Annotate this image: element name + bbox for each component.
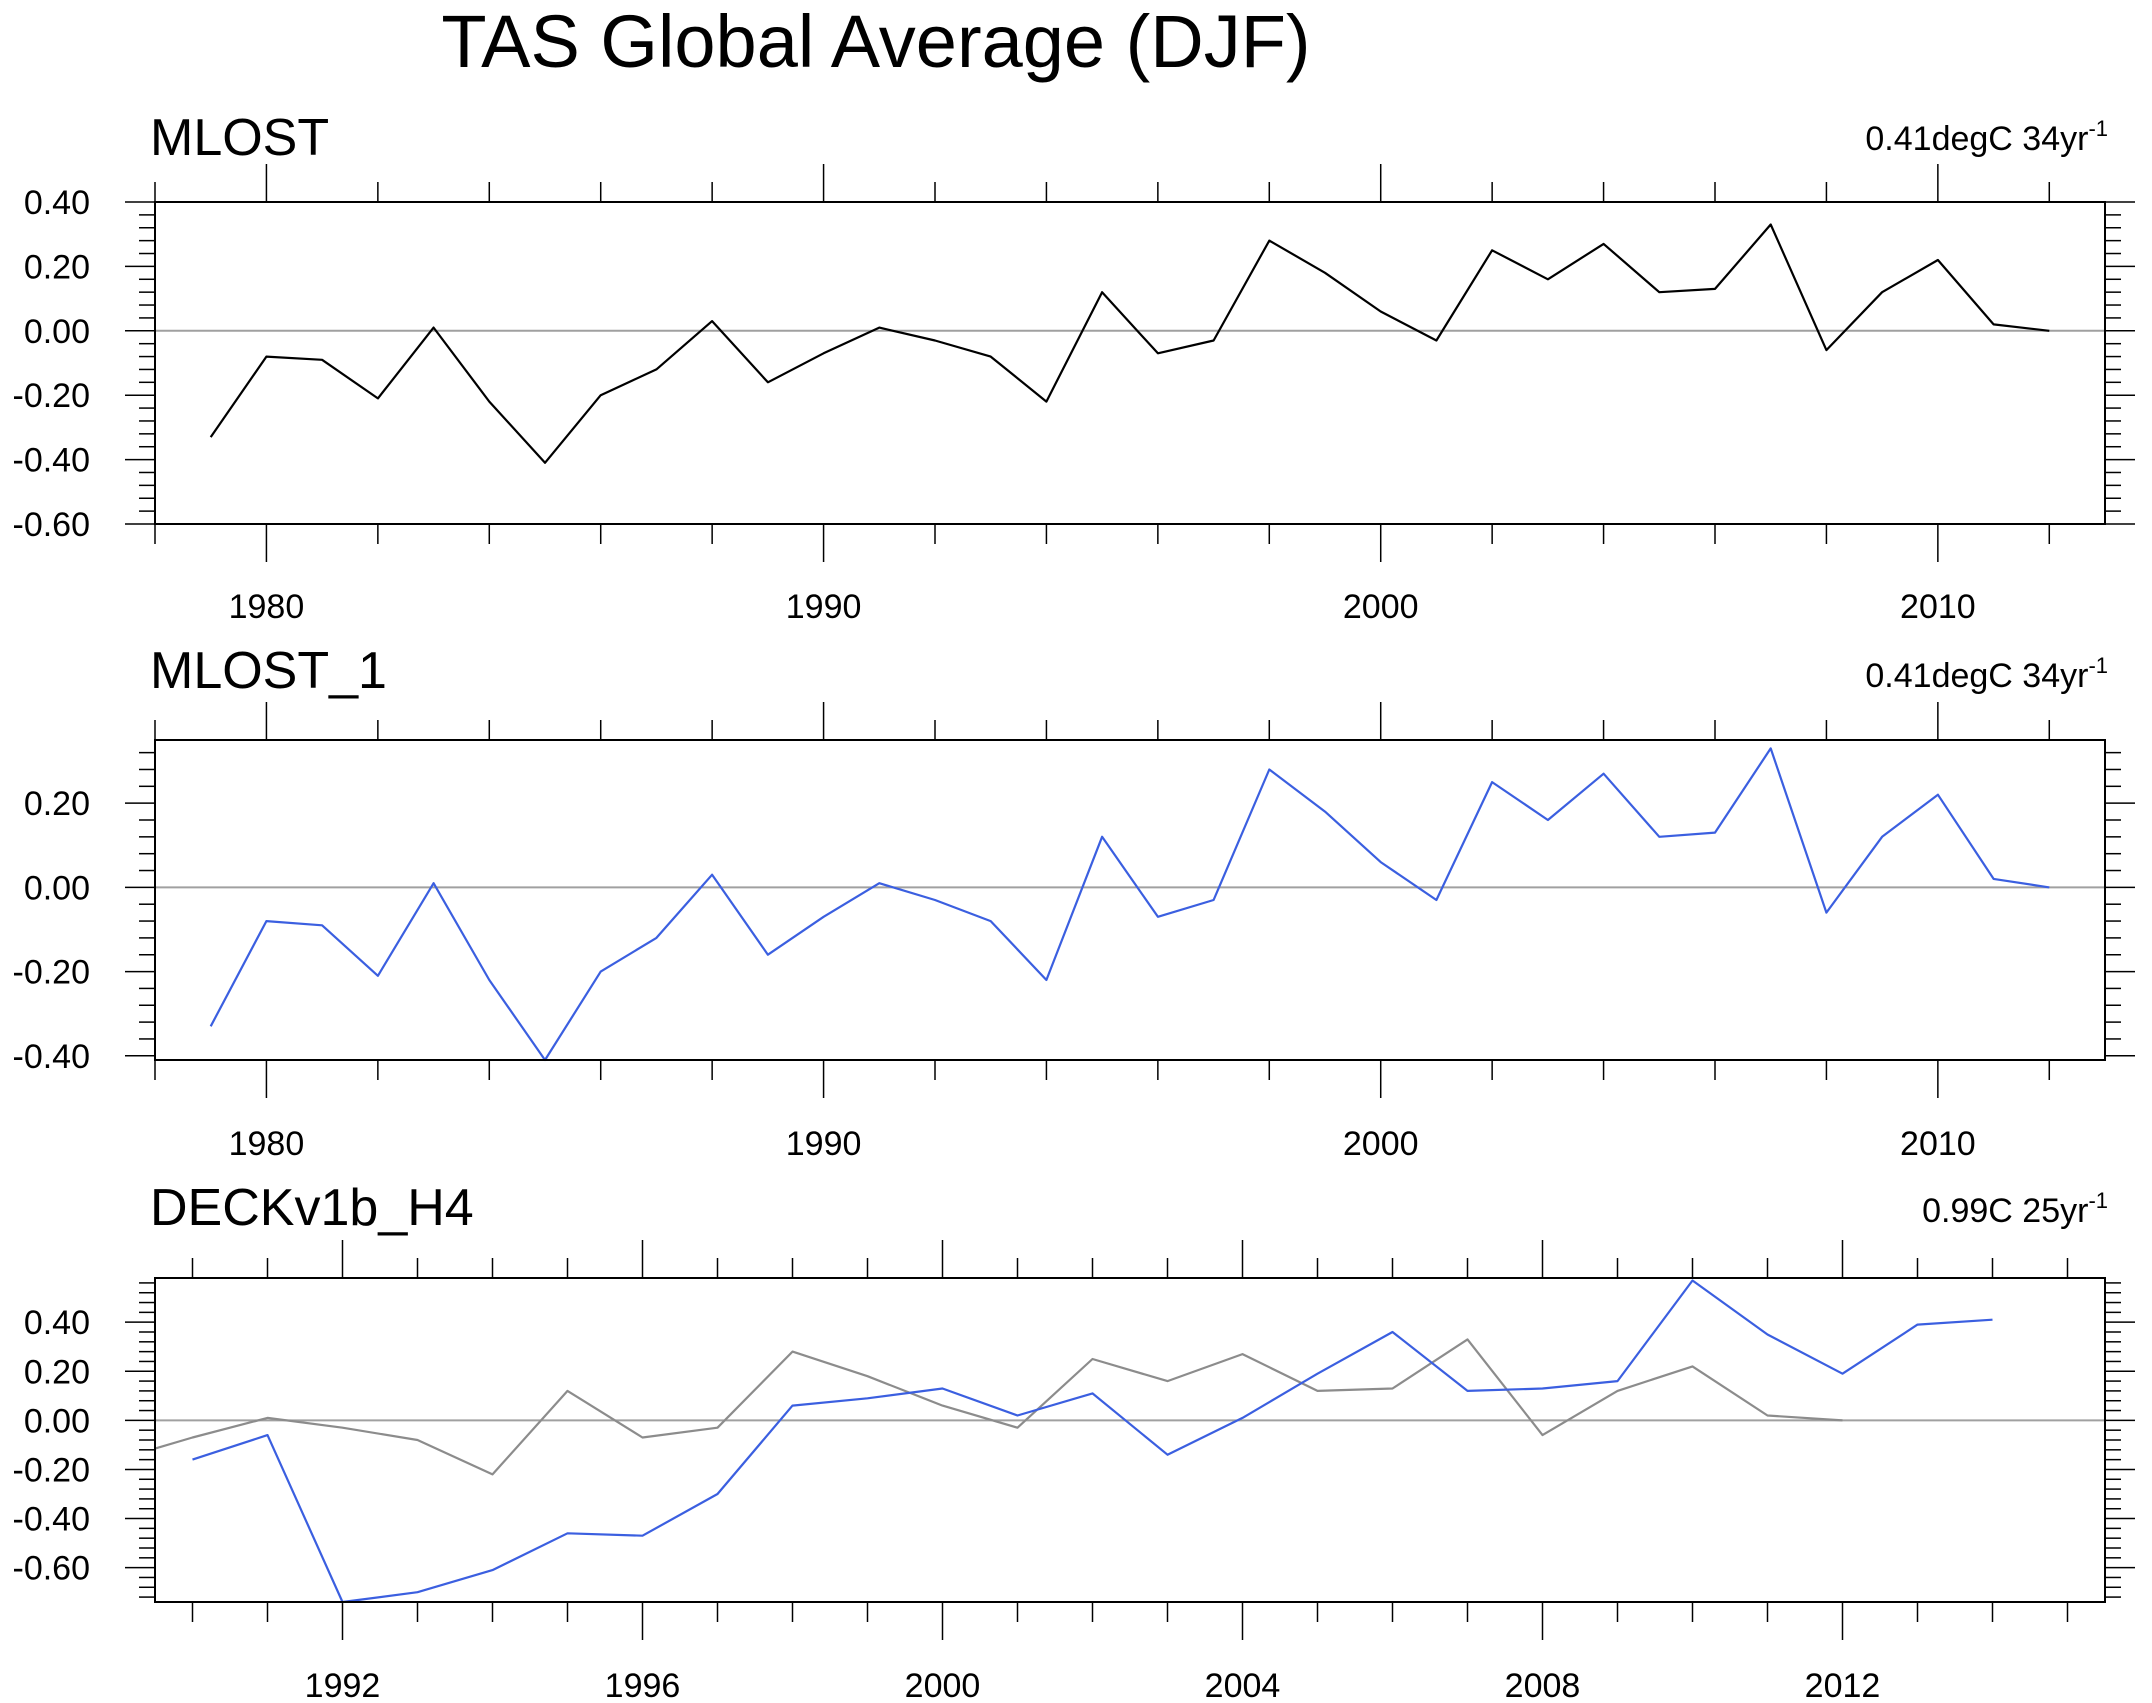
panel-trend-info: 0.41degC 34yr-1 bbox=[1865, 116, 2108, 158]
x-tick-label: 2000 bbox=[1343, 1125, 1419, 1163]
x-tick-label: 2008 bbox=[1505, 1667, 1581, 1703]
y-tick-label: -0.60 bbox=[13, 506, 91, 544]
panel-trend-info: 0.99C 25yr-1 bbox=[1922, 1188, 2108, 1230]
x-tick-label: 2012 bbox=[1805, 1667, 1881, 1703]
series-line-deckv1b-h4 bbox=[192, 1279, 1993, 1604]
x-tick-label: 2000 bbox=[905, 1667, 981, 1703]
x-tick-label: 1990 bbox=[786, 1125, 862, 1163]
panel-2: MLOST_1 0.41degC 34yr-1 0.20 0.00 -0.20 -0.40… bbox=[13, 642, 2135, 1163]
x-tick-label: 2010 bbox=[1900, 1125, 1976, 1163]
x-tick-label: 2004 bbox=[1205, 1667, 1281, 1703]
panel-1: MLOST 0.41degC 34yr-1 0.40 0.20 0.00 -0.20 -0.… bbox=[13, 109, 2135, 626]
y-tick-label: 0.00 bbox=[24, 313, 90, 351]
series-line-mlost-1 bbox=[209, 747, 2050, 1062]
plot-frame bbox=[154, 1277, 2106, 1603]
panel-title: MLOST_1 bbox=[150, 642, 387, 700]
y-tick-label: -0.40 bbox=[13, 442, 91, 480]
y-tick-label: 0.20 bbox=[24, 785, 90, 823]
x-tick-label: 1980 bbox=[229, 588, 305, 626]
series-line-mlost bbox=[209, 223, 2050, 464]
y-tick-label: 0.40 bbox=[24, 1304, 90, 1342]
panel-trend-info: 0.41degC 34yr-1 bbox=[1865, 653, 2108, 695]
panel-3: DECKv1b_H4 0.99C 25yr-1 0.40 0.20 0.00 -0.20 -… bbox=[13, 1179, 2135, 1703]
x-tick-label: 1996 bbox=[605, 1667, 681, 1703]
y-tick-label: 0.00 bbox=[24, 1402, 90, 1440]
x-tick-label: 1990 bbox=[786, 588, 862, 626]
series-line-reference bbox=[154, 1338, 1843, 1476]
x-tick-label: 1980 bbox=[229, 1125, 305, 1163]
x-tick-label: 2010 bbox=[1900, 588, 1976, 626]
y-tick-label: 0.00 bbox=[24, 869, 90, 907]
y-tick-label: -0.20 bbox=[13, 954, 91, 992]
panel-title: MLOST bbox=[150, 109, 329, 167]
plot-frame bbox=[154, 201, 2106, 525]
x-tick-label: 2000 bbox=[1343, 588, 1419, 626]
figure-title: TAS Global Average (DJF) bbox=[441, 0, 1311, 83]
y-tick-label: -0.20 bbox=[13, 377, 91, 415]
y-tick-label: 0.40 bbox=[24, 184, 90, 222]
y-tick-label: -0.40 bbox=[13, 1038, 91, 1076]
y-tick-label: 0.20 bbox=[24, 248, 90, 286]
plot-frame bbox=[154, 739, 2106, 1061]
y-tick-label: -0.40 bbox=[13, 1501, 91, 1539]
y-tick-label: -0.60 bbox=[13, 1550, 91, 1588]
panel-title: DECKv1b_H4 bbox=[150, 1179, 474, 1237]
x-tick-label: 1992 bbox=[305, 1667, 381, 1703]
y-tick-label: 0.20 bbox=[24, 1353, 90, 1391]
y-tick-label: -0.20 bbox=[13, 1451, 91, 1489]
